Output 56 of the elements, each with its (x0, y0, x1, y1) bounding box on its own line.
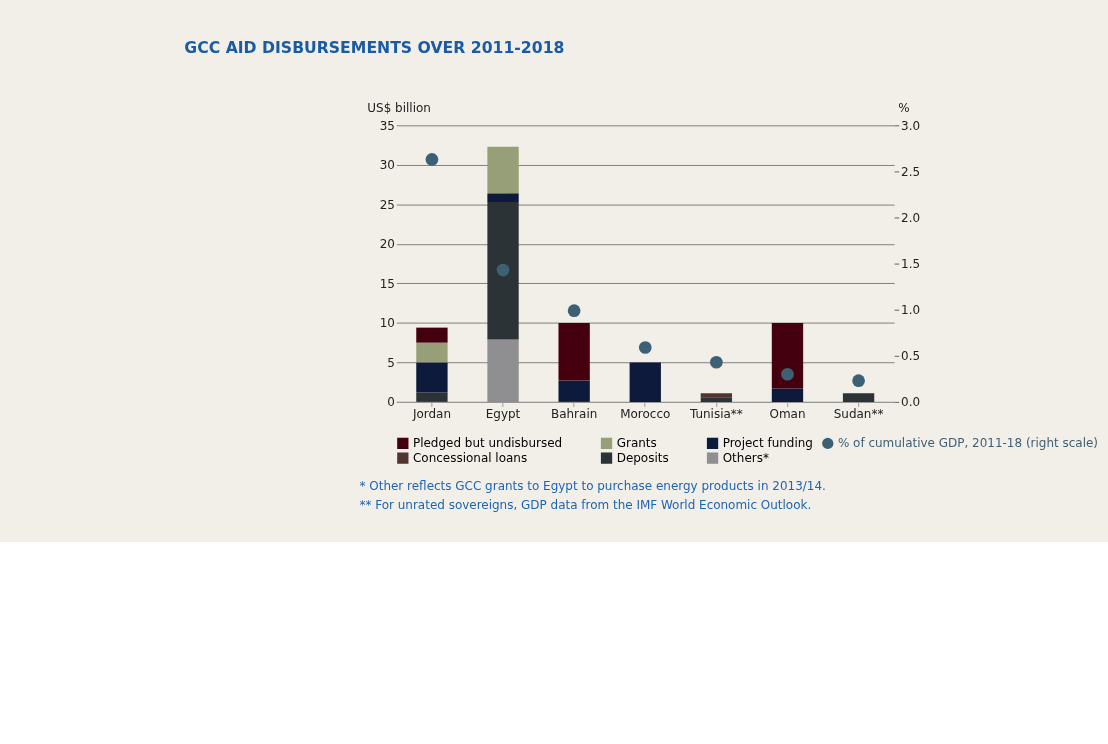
legend-label: Deposits (616, 450, 669, 465)
x-tick-label: Sudan** (833, 407, 884, 422)
legend-label: Grants (616, 436, 657, 451)
point (496, 263, 510, 277)
bar (558, 322, 590, 381)
bar (700, 393, 733, 398)
y-tick-label: 35 (379, 118, 395, 133)
x-tick-label: Tunisia** (688, 407, 743, 422)
point (425, 153, 439, 166)
bar (487, 146, 519, 194)
bar (416, 362, 448, 393)
x-tick-label: Jordan (411, 407, 451, 422)
y2-tick-label: 3.0 (901, 118, 921, 133)
y-axis-title: US$ billion (367, 100, 431, 115)
x-tick-label: Bahrain (550, 407, 598, 422)
y2-tick-label: 2.5 (901, 164, 921, 179)
legend-label: Pledged but undisbursed (412, 436, 563, 451)
text: * Other reflects GCC grants to Egypt to purchase energy products in 2013/14. (359, 479, 826, 494)
bar (416, 342, 448, 363)
y-tick-label: 25 (379, 197, 395, 212)
y-tick-label: 10 (379, 316, 395, 331)
bar (771, 322, 804, 389)
y-tick-label: 30 (379, 158, 395, 173)
bar (416, 392, 448, 402)
y-tick-label: 15 (379, 276, 395, 291)
y2-tick-label: 0.0 (901, 395, 921, 410)
point (710, 355, 723, 369)
bar (487, 202, 519, 340)
y2-tick-label: 0.5 (901, 348, 921, 363)
text: ** For unrated sovereigns, GDP data from the IMF World Economic Outlook. (359, 497, 812, 512)
y-tick-label: 0 (387, 395, 395, 410)
y2-tick-label: 1.5 (901, 256, 921, 271)
y2-tick-label: 2.0 (901, 210, 921, 225)
bar (700, 397, 733, 402)
bar (629, 362, 661, 402)
y2-axis-title: % (898, 100, 910, 115)
legend-label: % of cumulative GDP, 2011-18 (right scale) (837, 436, 1099, 451)
bar (842, 393, 875, 402)
x-tick-label: Oman (769, 407, 806, 422)
bar (487, 193, 519, 202)
bar (558, 380, 590, 402)
chart-title: GCC AID DISBURSEMENTS OVER 2011-2018 (184, 37, 565, 57)
y-tick-label: 5 (387, 355, 395, 370)
x-tick-label: Egypt (485, 407, 521, 422)
legend-label: Others* (722, 450, 769, 465)
legend-label: Project funding (722, 436, 813, 451)
point (852, 374, 865, 388)
bar (416, 327, 448, 343)
point (638, 341, 652, 354)
y2-tick-label: 1.0 (901, 302, 921, 317)
legend-label: Concessional loans (412, 450, 528, 465)
x-tick-label: Morocco (620, 407, 671, 422)
point (567, 304, 581, 317)
point (781, 367, 794, 381)
bar (771, 388, 804, 402)
y-tick-label: 20 (379, 237, 395, 252)
